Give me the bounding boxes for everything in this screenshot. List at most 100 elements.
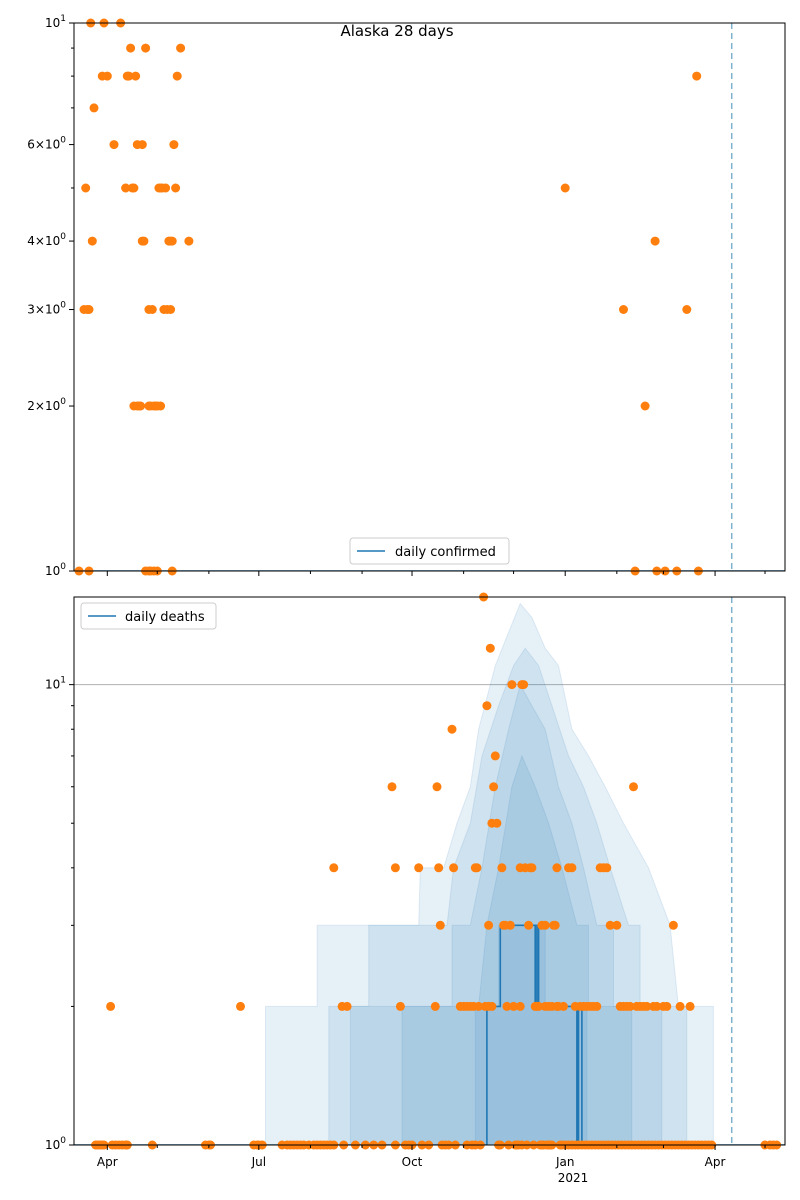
data-point — [387, 782, 397, 792]
data-point — [482, 701, 492, 711]
data-point — [619, 305, 628, 314]
x-tick-label: Jul — [251, 1155, 266, 1169]
data-point — [625, 1001, 635, 1011]
data-point — [652, 1001, 662, 1011]
data-point — [124, 71, 134, 81]
data-point — [435, 920, 445, 930]
data-point — [682, 305, 692, 314]
data-point — [395, 1001, 405, 1011]
y-tick-label: 100 — [45, 1136, 66, 1152]
data-point — [447, 724, 457, 734]
data-point — [167, 236, 177, 246]
y-tick-label: 2×100 — [27, 397, 66, 413]
x-tick-label: Oct — [402, 1155, 423, 1169]
deaths-panel: Apr Jul Oct Jan Apr 100 101 2021 daily deaths — [45, 592, 786, 1185]
uncertainty-band — [265, 602, 714, 1145]
data-point — [675, 1001, 685, 1011]
data-point — [505, 920, 515, 930]
data-point — [640, 401, 650, 411]
data-point — [171, 183, 181, 193]
data-point — [172, 71, 182, 81]
deaths-x-ticks: Apr Jul Oct Jan Apr — [97, 1145, 766, 1169]
confirmed-panel: 100 2×100 3×100 4×100 6×100 101 Alaska 28 day… — [27, 14, 786, 578]
data-point — [534, 1001, 544, 1011]
confirmed-x-ticks — [106, 571, 766, 576]
data-point — [414, 863, 424, 873]
data-point — [509, 1001, 519, 1011]
data-point — [121, 183, 131, 193]
confirmed-lines — [74, 23, 785, 571]
legend-label: daily deaths — [125, 610, 205, 625]
data-point — [472, 863, 482, 873]
x-tick-label: Jan — [555, 1155, 575, 1169]
data-point — [612, 920, 622, 930]
data-point — [547, 1001, 557, 1011]
data-point — [131, 71, 141, 81]
x-tick-label: Apr — [97, 1155, 118, 1169]
legend-box — [349, 537, 510, 565]
data-point — [515, 1001, 525, 1011]
data-point — [434, 863, 444, 873]
data-point — [692, 71, 702, 81]
data-point — [161, 183, 171, 193]
data-point — [605, 920, 615, 930]
data-point — [560, 183, 570, 193]
data-point — [497, 863, 507, 873]
y-tick-label: 101 — [45, 676, 66, 692]
data-point — [490, 751, 500, 761]
data-point — [329, 863, 339, 873]
uncertainty-band — [349, 683, 663, 1145]
confirmed-legend: daily confirmed — [349, 537, 510, 565]
data-point — [166, 305, 176, 314]
data-point — [484, 920, 494, 930]
data-point — [567, 863, 577, 873]
data-point — [129, 183, 139, 193]
data-point — [650, 236, 660, 246]
data-point — [540, 920, 550, 930]
data-point — [449, 863, 459, 873]
legend-box — [80, 602, 217, 630]
uncertainty-band — [328, 647, 688, 1145]
data-point — [550, 920, 560, 930]
uncertainty-band — [401, 754, 633, 1145]
data-point — [487, 1001, 497, 1011]
data-point — [390, 863, 400, 873]
data-point — [236, 1001, 245, 1011]
data-point — [89, 103, 99, 113]
data-point — [559, 1001, 568, 1011]
y-tick-label: 6×100 — [27, 136, 66, 152]
data-point — [84, 305, 94, 314]
data-point — [156, 401, 166, 411]
data-point — [642, 1001, 652, 1011]
data-point — [430, 1001, 440, 1011]
data-point — [602, 863, 612, 873]
confirmed-points — [74, 18, 703, 576]
x-tick-label: Apr — [705, 1155, 726, 1169]
data-point — [492, 818, 502, 828]
data-point — [184, 236, 194, 246]
data-point — [137, 140, 147, 150]
data-point — [169, 140, 179, 150]
data-point — [109, 140, 119, 150]
data-point — [432, 782, 442, 792]
deaths-bands — [265, 602, 714, 1145]
data-point — [502, 1001, 512, 1011]
data-point — [139, 236, 149, 246]
deaths-legend: daily deaths — [80, 602, 217, 630]
data-point — [575, 1001, 585, 1011]
data-point — [147, 305, 157, 314]
data-point — [136, 401, 146, 411]
data-point — [489, 782, 499, 792]
data-point — [517, 680, 527, 690]
deaths-plot-frame — [73, 596, 786, 1146]
data-point — [668, 920, 678, 930]
deaths-y-ticks: 100 101 — [45, 676, 74, 1152]
data-point — [106, 1001, 116, 1011]
data-point — [176, 43, 186, 53]
chart-title: Alaska 28 days — [340, 22, 453, 40]
data-point — [524, 920, 534, 930]
data-point — [527, 863, 537, 873]
data-point — [685, 1001, 695, 1011]
